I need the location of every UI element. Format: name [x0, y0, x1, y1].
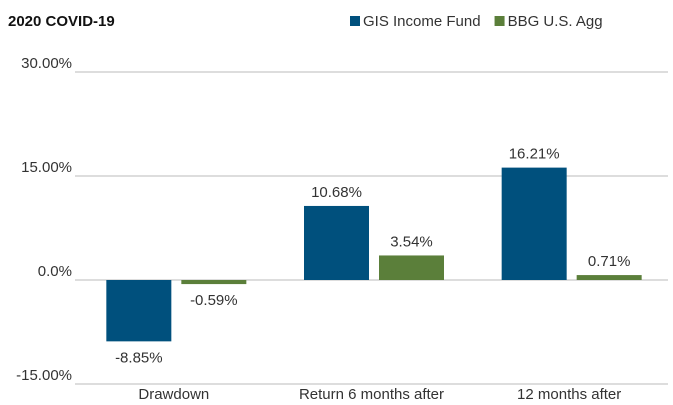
legend-swatch	[350, 16, 360, 26]
legend-swatch	[494, 16, 505, 26]
value-label: 0.71%	[588, 253, 631, 270]
value-label: -8.85%	[115, 349, 163, 366]
bar	[304, 205, 369, 280]
bar	[181, 280, 247, 285]
value-label: -0.59%	[190, 292, 238, 309]
x-tick-label: Drawdown	[138, 386, 209, 403]
value-label: 16.21%	[509, 146, 560, 163]
bar	[379, 255, 444, 280]
value-label: 3.54%	[390, 233, 433, 250]
y-tick-label: 15.00%	[21, 159, 72, 176]
bar	[501, 167, 567, 280]
y-tick-label: 30.00%	[21, 55, 72, 72]
bar	[106, 280, 172, 342]
bar	[576, 275, 642, 280]
chart-title: 2020 COVID-19	[8, 13, 115, 30]
legend-label: GIS Income Fund	[363, 13, 481, 30]
x-tick-label: 12 months after	[517, 386, 621, 403]
x-tick-label: Return 6 months after	[299, 386, 444, 403]
value-label: 10.68%	[311, 184, 362, 201]
y-tick-label: -15.00%	[16, 367, 72, 384]
legend-label: BBG U.S. Agg	[508, 13, 603, 30]
y-tick-label: 0.0%	[38, 263, 72, 280]
